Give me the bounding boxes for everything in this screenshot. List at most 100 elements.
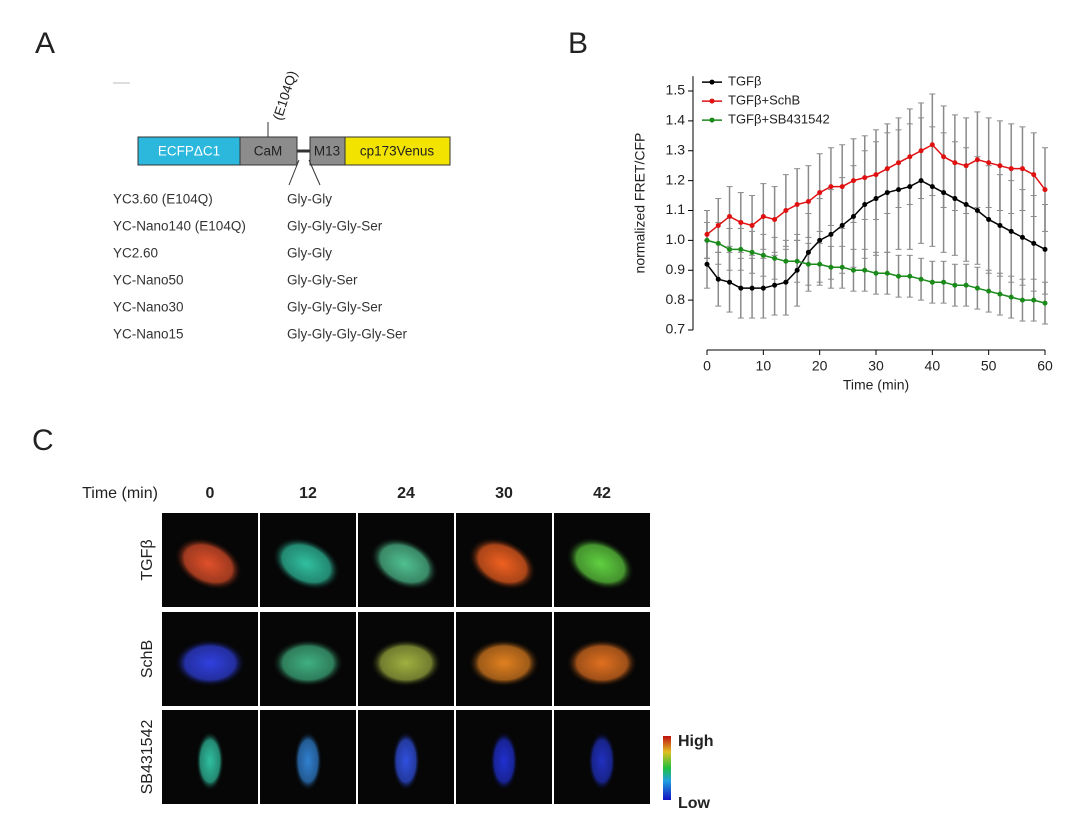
data-point <box>704 237 710 243</box>
time-point: 30 <box>495 485 513 502</box>
panel-label: A <box>35 27 55 60</box>
legend-marker <box>709 79 715 85</box>
data-point <box>805 261 811 267</box>
cell <box>174 537 243 591</box>
data-point <box>749 249 755 255</box>
data-point <box>896 160 902 166</box>
data-point <box>817 261 823 267</box>
data-point <box>1008 166 1014 172</box>
legend-label: TGFβ <box>728 74 761 89</box>
x-tick-label: 20 <box>812 358 828 374</box>
color-bar <box>663 736 671 800</box>
data-point <box>997 163 1003 169</box>
data-point <box>772 282 778 288</box>
data-point <box>704 261 710 267</box>
panel-label: B <box>568 27 588 60</box>
segment-label: M13 <box>314 144 340 159</box>
data-point <box>884 190 890 196</box>
data-point <box>907 184 913 190</box>
data-point <box>963 163 969 169</box>
x-tick-label: 50 <box>981 358 997 374</box>
data-point <box>918 178 924 184</box>
data-point <box>884 270 890 276</box>
data-point <box>1042 246 1048 252</box>
variant-name: YC-Nano140 (E104Q) <box>113 219 246 234</box>
y-tick-label: 1.0 <box>666 231 686 247</box>
cell <box>272 639 344 687</box>
data-point <box>896 273 902 279</box>
mutation-label: (E104Q) <box>270 69 300 122</box>
data-point <box>839 184 845 190</box>
row-label: SB431542 <box>139 720 156 795</box>
x-tick-label: 30 <box>868 358 884 374</box>
variant-name: YC3.60 (E104Q) <box>113 192 213 207</box>
segment-box <box>309 136 346 166</box>
y-tick-label: 1.1 <box>666 201 686 217</box>
data-point <box>715 240 721 246</box>
data-point <box>715 276 721 282</box>
data-point <box>997 222 1003 228</box>
scale-low: Low <box>678 795 711 812</box>
data-point <box>1008 294 1014 300</box>
y-tick-label: 1.4 <box>666 112 686 128</box>
data-point <box>794 267 800 273</box>
cell <box>490 731 518 791</box>
data-point <box>828 184 834 190</box>
image-grid: 0 12 24 30 42 TGFβ SchB SB431542 <box>139 485 650 804</box>
data-point <box>727 279 733 285</box>
x-tick-label: 60 <box>1037 358 1053 374</box>
cell <box>566 639 638 687</box>
y-tick-label: 1.2 <box>666 171 686 187</box>
segment-label: CaM <box>254 144 283 159</box>
data-point <box>715 222 721 228</box>
panel-label: C <box>32 424 54 457</box>
time-point: 42 <box>593 485 611 502</box>
data-point <box>862 267 868 273</box>
data-point <box>783 208 789 213</box>
data-point <box>873 172 879 178</box>
linker-line <box>288 159 300 186</box>
data-point <box>896 187 902 193</box>
segment-box <box>137 136 241 166</box>
variant-linker: Gly-Gly-Ser <box>287 273 358 288</box>
variant-list: YC3.60 (E104Q) Gly-Gly YC-Nano140 (E104Q) G… <box>113 192 407 342</box>
data-point <box>974 208 980 213</box>
data-point <box>974 285 980 291</box>
data-point <box>794 202 800 208</box>
legend-marker <box>709 98 715 104</box>
time-point: 24 <box>397 485 415 502</box>
data-point <box>1031 297 1037 303</box>
data-point <box>1019 297 1025 303</box>
data-point <box>760 252 766 258</box>
x-tick-label: 40 <box>925 358 941 374</box>
cell <box>392 731 420 791</box>
cell <box>468 639 540 687</box>
data-point <box>704 231 710 237</box>
data-point <box>918 148 924 154</box>
data-point <box>828 231 834 237</box>
data-point <box>907 154 913 160</box>
data-point <box>839 264 845 270</box>
segment-label: ECFPΔC1 <box>158 144 220 159</box>
y-tick-label: 1.3 <box>666 141 686 157</box>
scale-high: High <box>678 733 714 750</box>
data-point <box>952 196 958 202</box>
data-point <box>772 216 778 222</box>
data-point <box>1019 166 1025 172</box>
data-point <box>772 255 778 261</box>
data-point <box>760 213 766 219</box>
data-point <box>941 279 947 285</box>
segment-box <box>239 136 298 166</box>
data-point <box>929 279 935 285</box>
data-point <box>794 258 800 264</box>
chart: 0.7 0.8 0.9 1.0 1.1 1.2 1.3 1.4 1.5 0 10 20 30 40 50 60… <box>632 74 1053 393</box>
data-point <box>817 237 823 243</box>
data-point <box>1042 187 1048 193</box>
data-point <box>738 285 744 291</box>
data-point <box>862 202 868 208</box>
data-point <box>929 142 935 148</box>
data-point <box>929 184 935 190</box>
variant-linker: Gly-Gly-Gly-Gly-Ser <box>287 327 407 342</box>
cell <box>196 731 224 791</box>
data-point <box>963 202 969 208</box>
